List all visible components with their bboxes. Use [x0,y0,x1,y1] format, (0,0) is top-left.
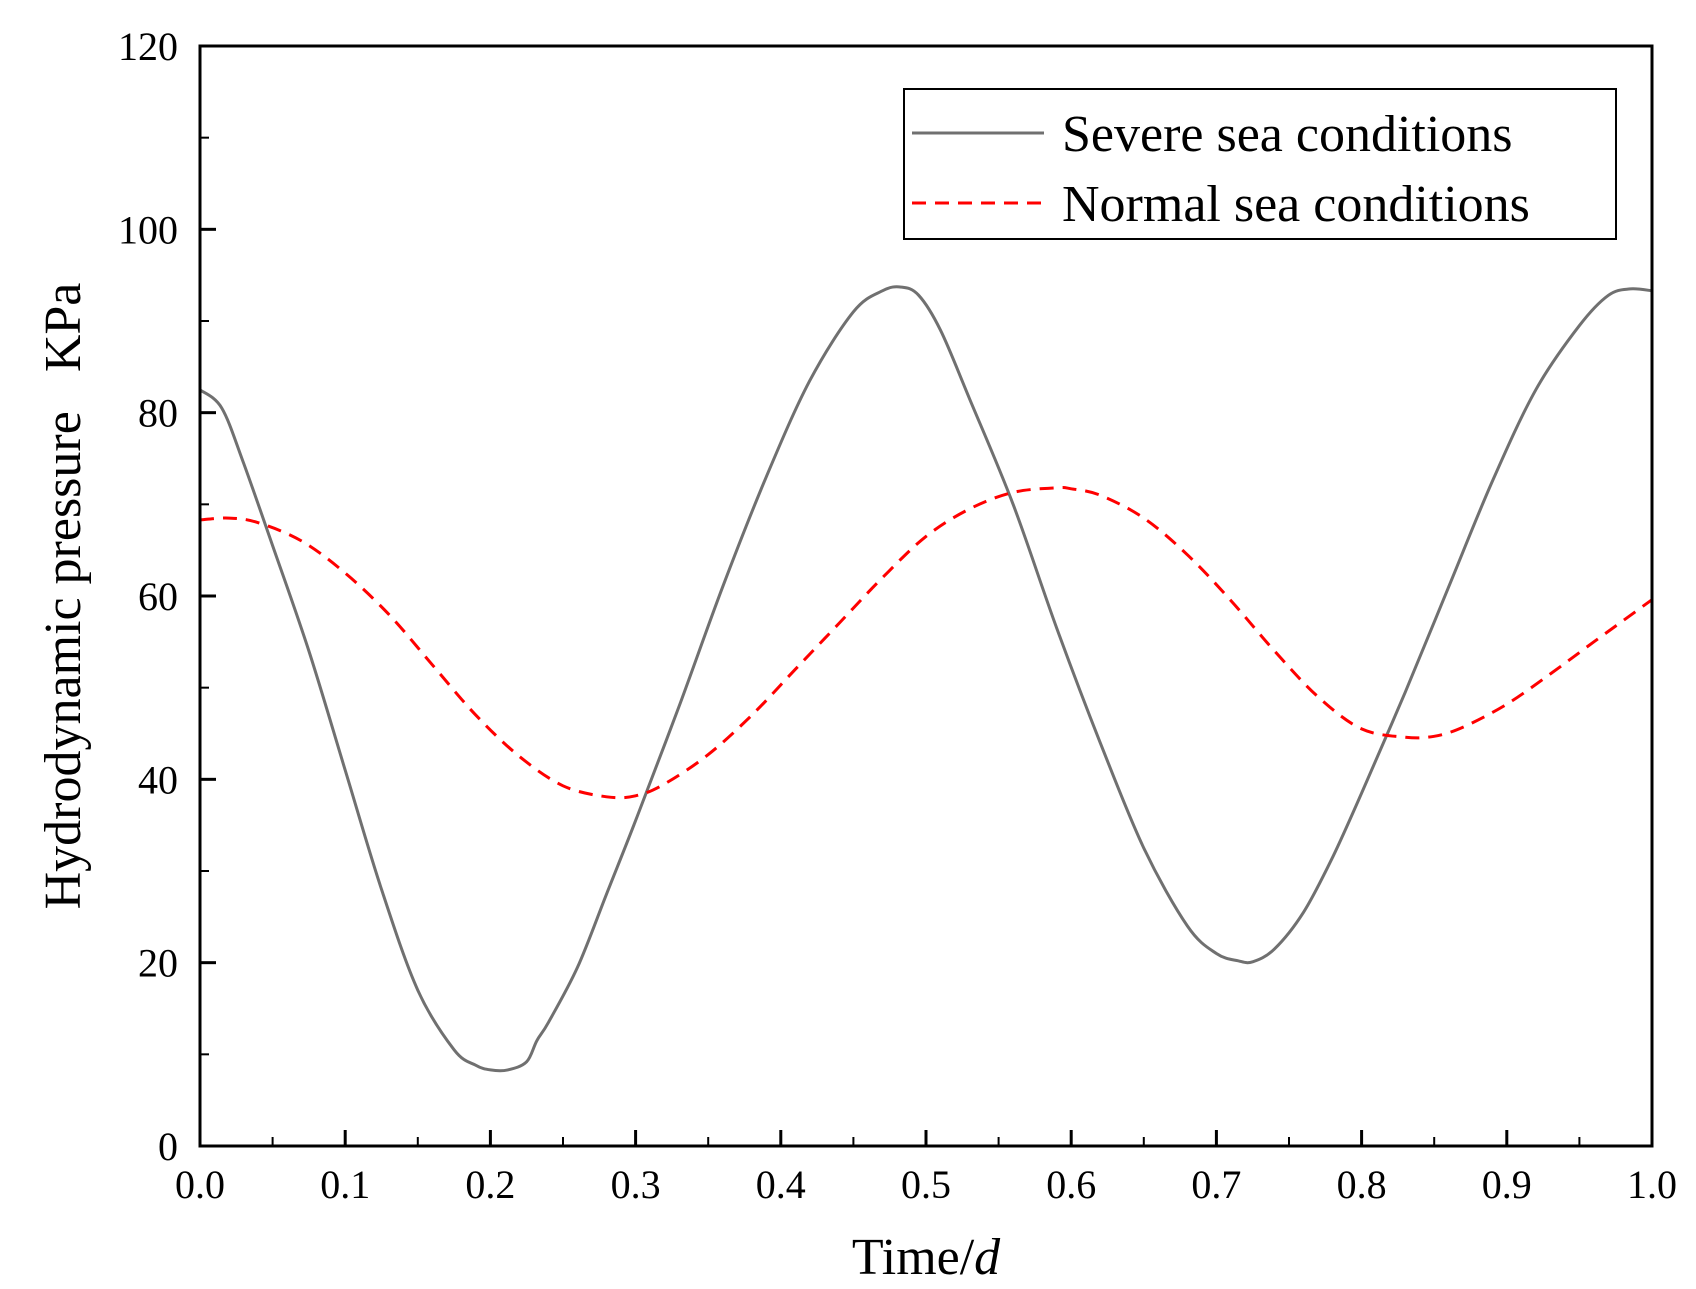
y-tick-label-5: 100 [118,207,178,252]
x-axis-title-italic: d [974,1229,1001,1286]
legend: Severe sea conditions Normal sea conditi… [903,88,1617,240]
x-tick-label-5: 0.5 [901,1162,951,1207]
x-tick-label-6: 0.6 [1046,1162,1096,1207]
x-tick-label-8: 0.8 [1337,1162,1387,1207]
y-tick-label-0: 0 [158,1124,178,1169]
x-tick-label-9: 0.9 [1482,1162,1532,1207]
series-group [199,285,1653,1073]
series-line-severe [199,285,1653,1073]
x-tick-label-4: 0.4 [756,1162,806,1207]
y-tick-label-3: 60 [138,574,178,619]
x-tick-label-0: 0.0 [175,1162,225,1207]
x-tick-label-3: 0.3 [611,1162,661,1207]
x-tick-label-7: 0.7 [1191,1162,1241,1207]
y-tick-label-2: 40 [138,757,178,802]
y-tick-labels: 0 20 40 60 80 100 120 [118,24,178,1169]
x-tick-label-1: 0.1 [320,1162,370,1207]
plot-area-frame [198,44,1654,1148]
series-line-normal [199,486,1653,800]
legend-box [903,88,1617,240]
x-axis-title-main: Time/ [852,1229,975,1286]
x-tick-label-10: 1.0 [1627,1162,1677,1207]
legend-label-severe: Severe sea conditions [1062,106,1513,163]
y-tick-label-1: 20 [138,941,178,986]
x-tick-labels: 0.0 0.1 0.2 0.3 0.4 0.5 0.6 0.7 0.8 0.9 1.0 [175,1162,1677,1207]
x-axis-title: Time/d [852,1229,1001,1286]
legend-label-normal: Normal sea conditions [1062,176,1530,233]
y-axis-title: Hydrodynamic pressure KPa [35,283,92,910]
y-tick-label-4: 80 [138,391,178,436]
x-tick-label-2: 0.2 [465,1162,515,1207]
y-tick-label-6: 120 [118,24,178,69]
